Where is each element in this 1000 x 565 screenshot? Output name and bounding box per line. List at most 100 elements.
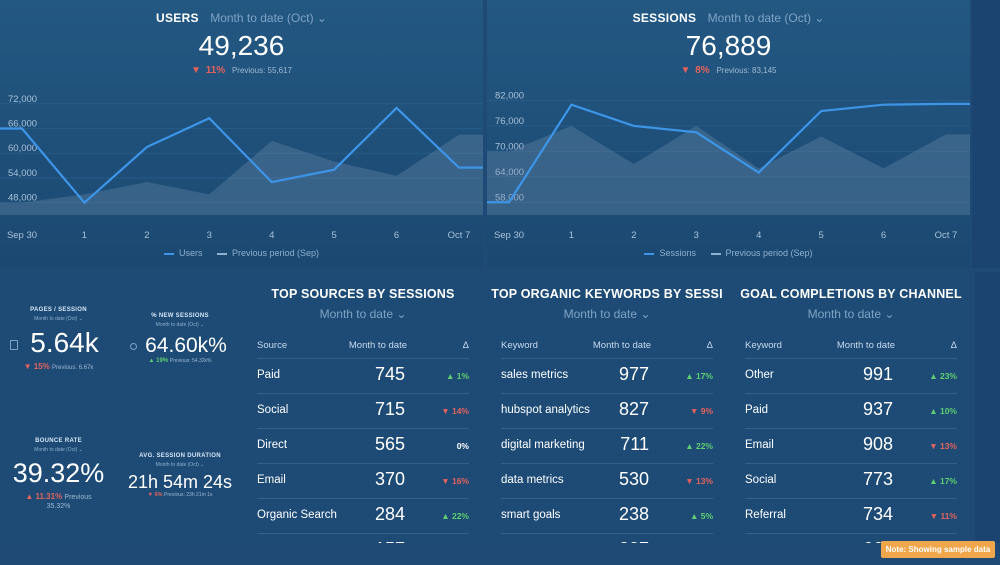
table-header: Source Month to date Δ	[257, 334, 469, 359]
metric-value: 21h 54m 24s	[127, 472, 233, 492]
sessions-value: 76,889	[685, 30, 772, 61]
sessions-chart: 82,000 76,000 70,000 64,000 58,000 Sep 30 1 2 3 4…	[487, 90, 970, 241]
row-delta: ▲ 17%	[929, 476, 957, 486]
row-value: 370	[374, 469, 405, 489]
users-title: USERS	[156, 11, 199, 25]
table-row[interactable]: Organic Search 284 ▲ 22%	[257, 499, 469, 534]
row-label: Paid	[745, 404, 769, 416]
down-arrow-icon: ▼	[191, 65, 201, 76]
new-sessions-widget: % NEW SESSIONS Month to date (Oct) ⌄ 64.…	[121, 272, 239, 405]
table-row[interactable]: Paid 937 ▲ 10%	[745, 394, 957, 429]
row-label: hubspot analytics	[501, 404, 590, 416]
row-value: 734	[862, 504, 893, 524]
row-label: Direct	[257, 439, 288, 451]
sessions-title: SESSIONS	[632, 11, 697, 25]
row-value: 284	[374, 504, 405, 524]
column-header-delta: Δ	[706, 340, 713, 351]
users-widget: USERS Month to date (Oct) ⌄ 49,236 ▼ 11%…	[0, 0, 483, 268]
user-icon	[130, 343, 137, 350]
right-edge-strip-lower	[975, 272, 1000, 543]
table-row[interactable]: Social 715 ▼ 14%	[257, 394, 469, 429]
row-value: 565	[374, 434, 405, 454]
sample-data-note[interactable]: Note: Showing sample data	[881, 541, 995, 558]
y-tick-label: 76,000	[495, 116, 524, 127]
row-label: Organic Search	[257, 509, 337, 521]
x-tick-label: Oct 7	[935, 230, 958, 241]
row-label: smart goals	[501, 509, 561, 521]
x-tick-label: 5	[818, 230, 823, 241]
metric-period-dropdown[interactable]: Month to date (Oct) ⌄	[155, 322, 205, 328]
row-delta: ▼ 13%	[685, 476, 713, 486]
row-value: 530	[618, 469, 649, 489]
metric-delta-percent: 19%	[156, 358, 169, 364]
legend-label-previous: Previous period (Sep)	[725, 248, 813, 258]
legend-item-users[interactable]: Users	[163, 248, 202, 258]
row-value: 745	[374, 364, 405, 384]
table-row[interactable]: hubspot analytics 827 ▼ 9%	[501, 394, 713, 429]
y-tick-label: 48,000	[8, 193, 37, 204]
legend-item-previous[interactable]: Previous period (Sep)	[216, 248, 320, 258]
table-row[interactable]: Direct660	[745, 534, 957, 543]
column-header-delta: Δ	[950, 340, 957, 351]
table-row[interactable]: Direct 565 0%	[257, 429, 469, 464]
row-label: Paid	[257, 369, 281, 381]
x-tick-label: 4	[756, 230, 761, 241]
table-row[interactable]: Email 908 ▼ 13%	[745, 429, 957, 464]
row-value: 238	[618, 504, 649, 524]
table-row[interactable]: smart goals 238 ▲ 5%	[501, 499, 713, 534]
sessions-period-dropdown[interactable]: Month to date (Oct) ⌄	[707, 11, 825, 25]
table-row[interactable]: Referral157▼	[257, 534, 469, 543]
users-previous: Previous: 55,617	[231, 66, 292, 75]
row-delta: ▲ 5%	[689, 511, 713, 521]
metric-value: 64.60k%	[145, 334, 227, 357]
table-row[interactable]: sales metrics 977 ▲ 17%	[501, 359, 713, 394]
row-delta: ▲ 23%	[929, 371, 957, 381]
column-header-keyword: Keyword	[501, 340, 538, 351]
series-line	[487, 102, 970, 204]
row-delta: ▲ 17%	[685, 371, 713, 381]
table-header: Keyword Month to date Δ	[745, 334, 957, 359]
x-tick-label: Sep 30	[7, 230, 37, 241]
table-period-dropdown[interactable]: Month to date ⌄	[563, 307, 651, 321]
sessions-previous: Previous: 83,145	[716, 66, 777, 75]
up-arrow-icon: ▲	[148, 358, 155, 364]
avg-session-duration-widget: AVG. SESSION DURATION Month to date (Oct…	[121, 409, 239, 543]
y-tick-label: 54,000	[8, 168, 37, 179]
row-delta: ▲ 22%	[685, 441, 713, 451]
column-header-month: Month to date	[836, 340, 895, 351]
table-row[interactable]: Referral 734 ▼ 11%	[745, 499, 957, 534]
legend-item-previous[interactable]: Previous period (Sep)	[710, 248, 813, 258]
legend-item-sessions[interactable]: Sessions	[644, 248, 696, 258]
table-row[interactable]: Social 773 ▲ 17%	[745, 464, 957, 499]
table-row[interactable]: agency metrics227▼	[501, 534, 713, 543]
table-row[interactable]: digital marketing 711 ▲ 22%	[501, 429, 713, 464]
table-row[interactable]: data metrics 530 ▼ 13%	[501, 464, 713, 499]
table-row[interactable]: Email 370 ▼ 16%	[257, 464, 469, 499]
x-tick-label: 3	[207, 230, 212, 241]
users-period-dropdown[interactable]: Month to date (Oct) ⌄	[210, 11, 327, 25]
row-label: Social	[745, 474, 777, 486]
table-period-dropdown[interactable]: Month to date ⌄	[807, 307, 895, 321]
column-header-delta: Δ	[462, 340, 469, 351]
table-period-dropdown[interactable]: Month to date ⌄	[319, 307, 407, 321]
row-label: sales metrics	[501, 369, 569, 381]
users-delta-percent: 11%	[205, 65, 226, 76]
legend-label-previous: Previous period (Sep)	[231, 248, 320, 258]
down-arrow-icon: ▼	[680, 65, 691, 76]
table-row[interactable]: Other 991 ▲ 23%	[745, 359, 957, 394]
row-value: 827	[618, 399, 649, 419]
y-tick-label: 60,000	[8, 143, 37, 154]
table-row[interactable]: Paid 745 ▲ 1%	[257, 359, 469, 394]
metric-period-dropdown[interactable]: Month to date (Oct) ⌄	[34, 316, 83, 322]
row-label: Social	[257, 404, 289, 416]
users-value: 49,236	[198, 30, 285, 61]
y-tick-label: 70,000	[495, 141, 524, 152]
row-delta: 0%	[456, 441, 469, 451]
column-header-source: Source	[257, 340, 288, 351]
document-icon	[10, 340, 18, 350]
metric-period-dropdown[interactable]: Month to date (Oct) ⌄	[34, 447, 83, 453]
x-tick-label: 1	[82, 230, 87, 241]
metric-period-dropdown[interactable]: Month to date (Oct) ⌄	[155, 462, 205, 468]
top-sources-widget: TOP SOURCES BY SESSIONS Month to date ⌄ …	[243, 272, 483, 543]
metric-delta: ▼ 6% Previous: 23h 21m 1s	[121, 492, 239, 498]
